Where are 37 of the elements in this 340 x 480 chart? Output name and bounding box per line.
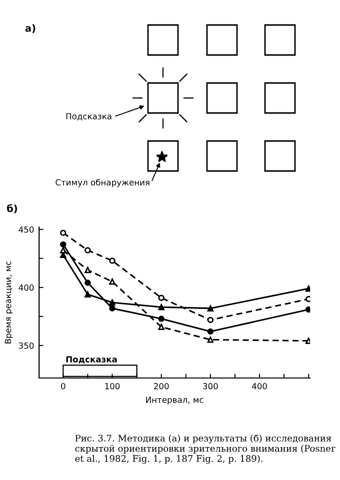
point xyxy=(207,305,214,312)
text: Подсказка xyxy=(66,113,112,120)
chart-title: б) xyxy=(7,204,17,214)
point xyxy=(158,324,164,330)
point xyxy=(60,241,66,248)
point xyxy=(84,280,91,286)
point xyxy=(305,296,310,302)
y-tick-label: 350 xyxy=(18,342,34,349)
point xyxy=(207,336,214,343)
point xyxy=(84,247,91,254)
band-label: Подсказка xyxy=(66,356,117,364)
x-tick-label: 200 xyxy=(154,383,169,390)
point xyxy=(158,316,164,322)
point xyxy=(109,299,116,306)
point xyxy=(60,230,66,236)
point xyxy=(109,258,116,264)
text: Рис. 3.7. Методика (а) и результаты (б) исследования скрытой ориентировки зрительного внимания (Posner et al., 1982, Fig. 1, p. 187 Fig. 2, p. 189). xyxy=(75,434,336,464)
x-axis-title: Интервал, мс xyxy=(146,396,204,405)
y-tick-label: 450 xyxy=(18,226,34,233)
y-tick-label: 400 xyxy=(18,284,34,291)
point xyxy=(84,291,91,298)
point xyxy=(207,328,214,335)
point xyxy=(60,247,66,254)
point xyxy=(207,316,214,324)
x-tick-label: 400 xyxy=(252,383,267,390)
point xyxy=(305,285,310,292)
text: Стимул обнаружения xyxy=(56,178,150,188)
x-tick-label: 100 xyxy=(105,383,120,390)
x-tick-label: 0 xyxy=(61,383,66,390)
point xyxy=(109,305,116,312)
point xyxy=(305,306,310,313)
y-axis-title: Время реакции, мс xyxy=(4,261,13,344)
x-tick-label: 300 xyxy=(203,383,218,390)
point xyxy=(158,294,164,301)
point xyxy=(84,266,91,274)
text: а) xyxy=(25,24,36,33)
point xyxy=(109,278,116,285)
